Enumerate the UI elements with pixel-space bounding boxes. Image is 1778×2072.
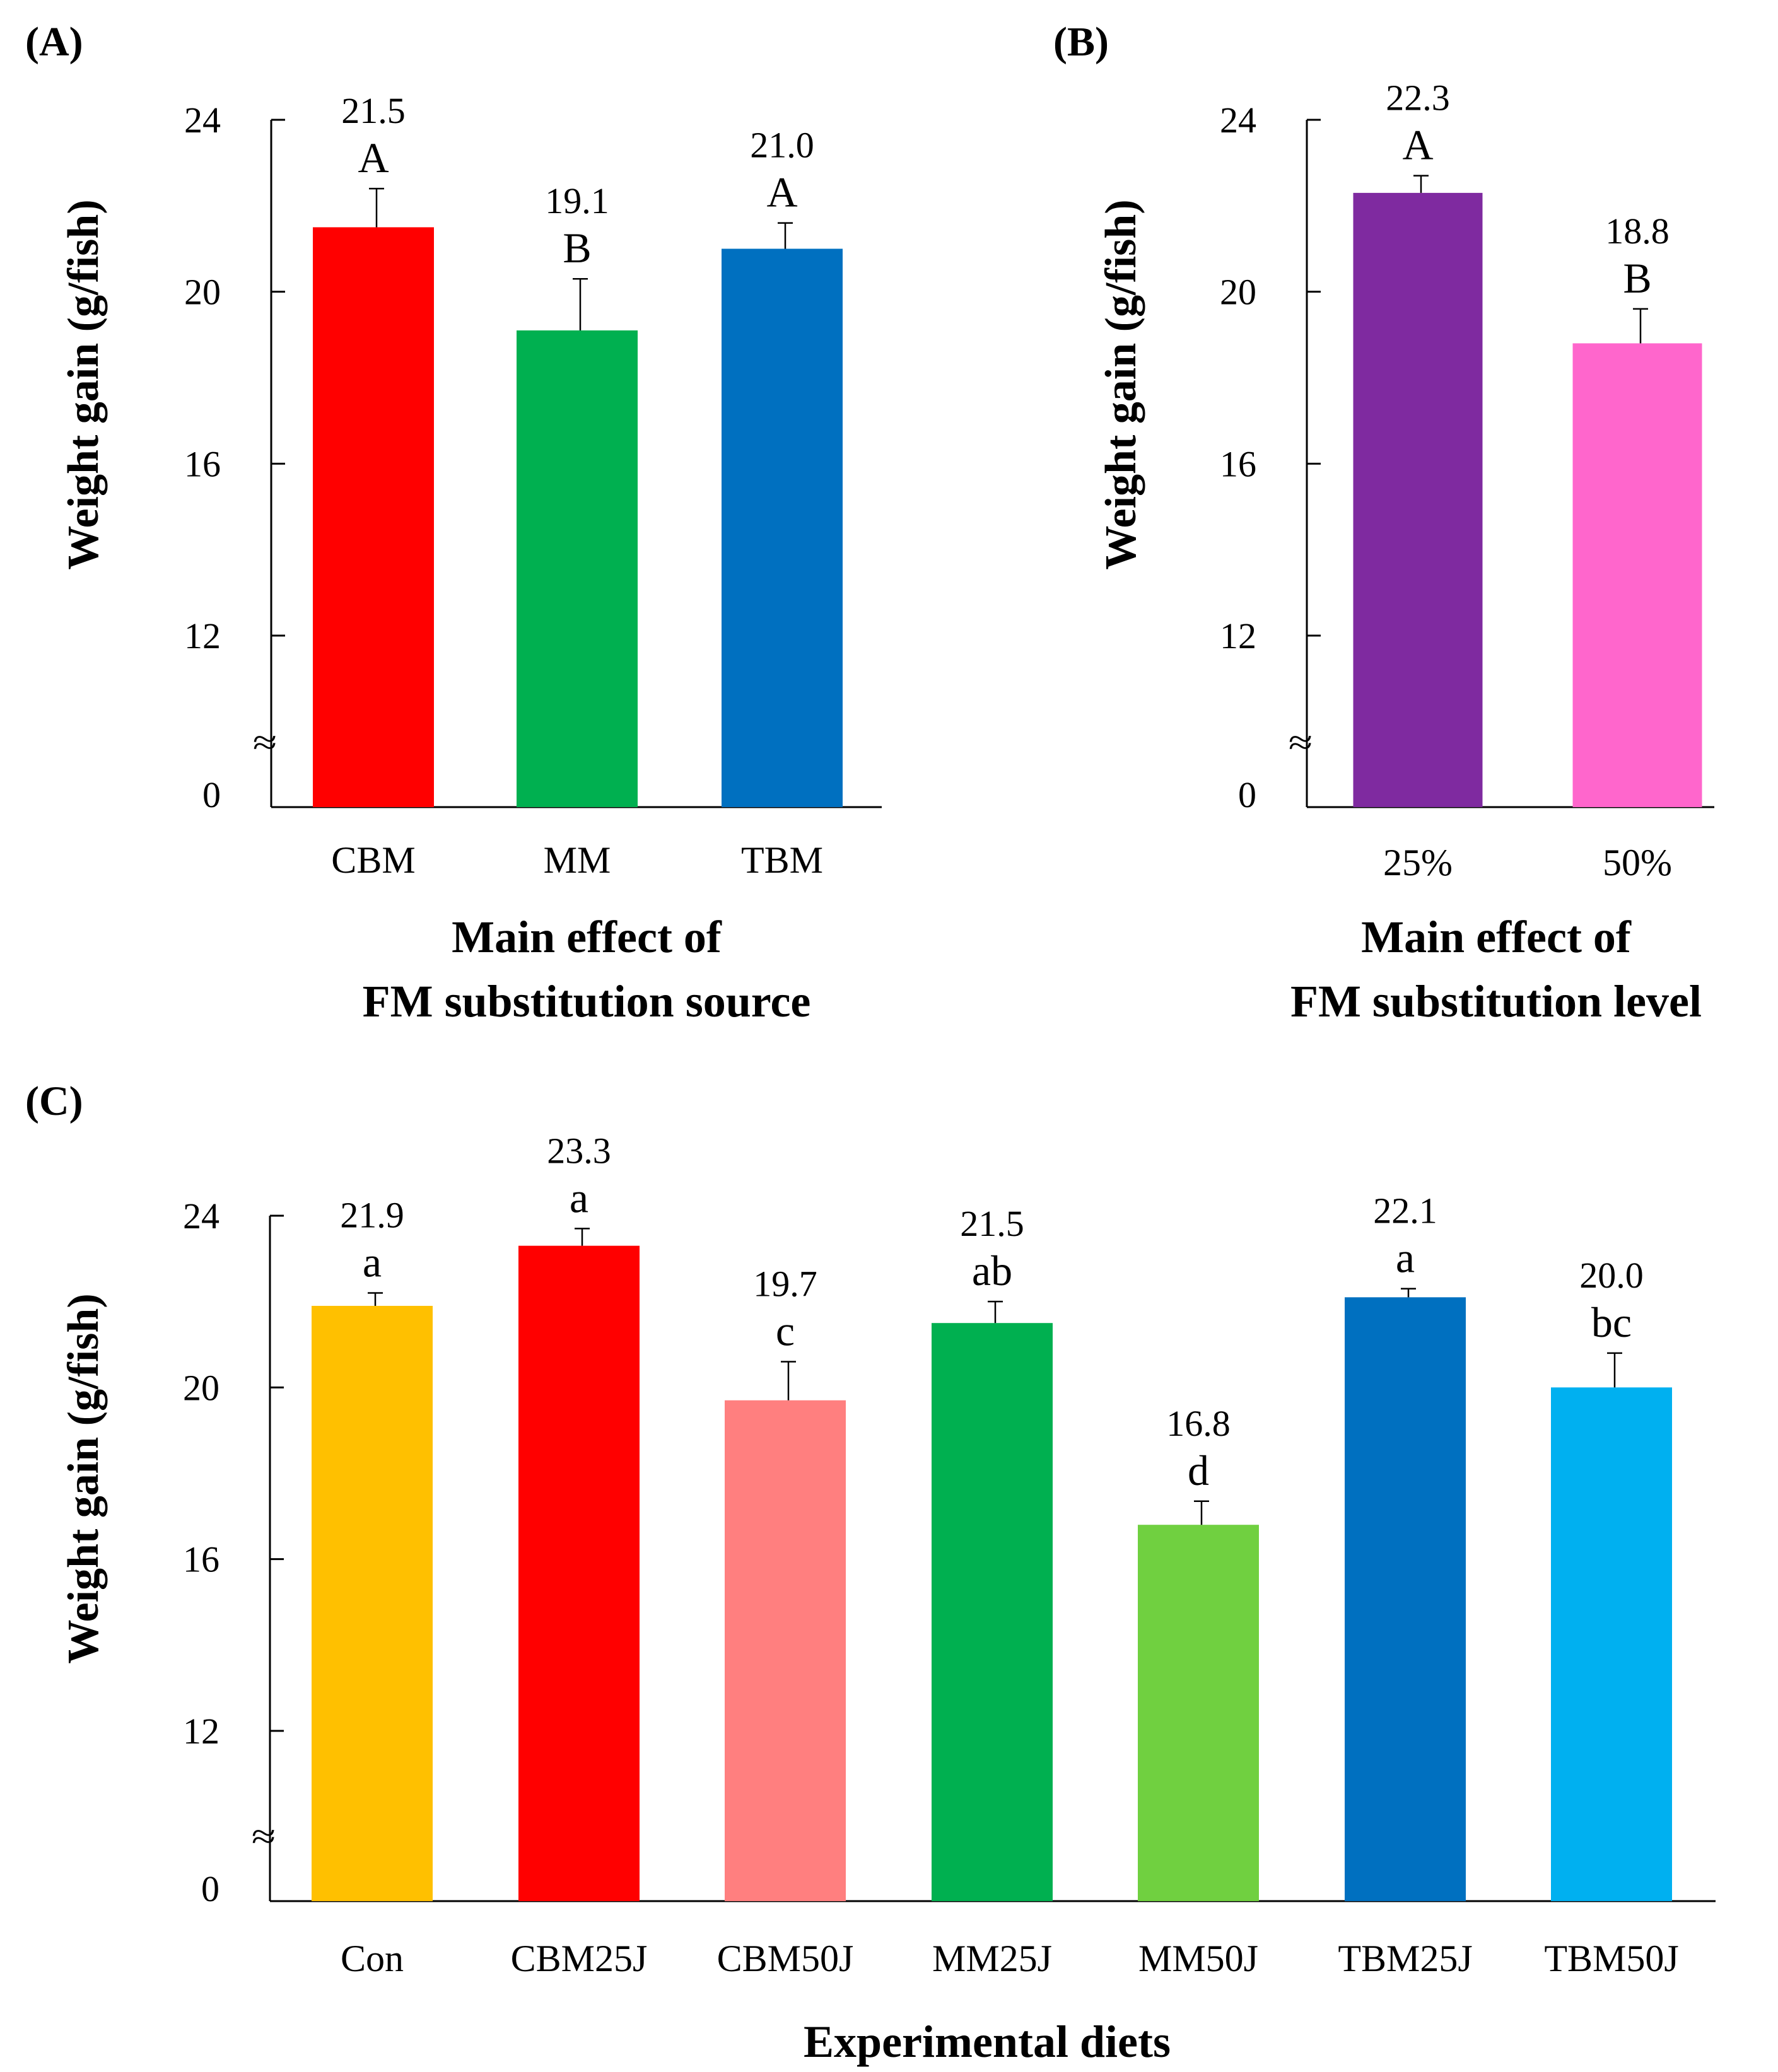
data-label: 22.3 bbox=[1386, 78, 1450, 119]
significance-label: A bbox=[766, 168, 797, 216]
bar bbox=[313, 227, 434, 808]
significance-label: A bbox=[1402, 121, 1433, 169]
x-tick-label: CBM25J bbox=[511, 1938, 648, 1979]
panel-label-c: (C) bbox=[25, 1078, 83, 1124]
axis-break-mark: ≈ bbox=[252, 1817, 276, 1856]
x-axis-title-line-1: Main effect of bbox=[452, 912, 722, 962]
y-tick-label: 12 bbox=[1220, 615, 1256, 656]
x-tick-label: MM25J bbox=[932, 1938, 1052, 1979]
data-label: 21.5 bbox=[341, 90, 406, 131]
y-tick-label: 12 bbox=[183, 1711, 219, 1752]
bar bbox=[1572, 343, 1702, 807]
bar bbox=[518, 1245, 640, 1901]
x-tick-label: Con bbox=[341, 1938, 404, 1979]
significance-label: bc bbox=[1591, 1298, 1632, 1346]
x-tick-label: CBM50J bbox=[717, 1938, 854, 1979]
x-axis-title-line-2: FM substitution source bbox=[363, 976, 811, 1027]
axis-break-mark: ≈ bbox=[253, 723, 277, 762]
x-tick-label: MM bbox=[544, 839, 611, 881]
bar bbox=[517, 330, 638, 807]
data-label: 19.1 bbox=[545, 180, 609, 221]
panel-label-b: (B) bbox=[1053, 19, 1109, 65]
data-label: 21.9 bbox=[340, 1195, 404, 1236]
y-tick-label: 16 bbox=[183, 1539, 219, 1580]
data-label: 18.8 bbox=[1605, 211, 1670, 252]
significance-label: c bbox=[776, 1307, 795, 1354]
y-tick-label: 24 bbox=[184, 100, 221, 141]
y-tick-label: 0 bbox=[201, 1868, 219, 1909]
panel-label-a: (A) bbox=[25, 19, 83, 65]
significance-label: ab bbox=[972, 1247, 1012, 1295]
significance-label: a bbox=[1396, 1234, 1415, 1282]
significance-label: B bbox=[563, 224, 591, 272]
x-tick-label: TBM bbox=[741, 839, 823, 881]
x-axis-title-line-2: FM substitution level bbox=[1290, 976, 1702, 1027]
significance-label: A bbox=[358, 134, 389, 182]
x-tick-label: 50% bbox=[1603, 842, 1672, 883]
bar bbox=[1353, 192, 1483, 808]
data-label: 23.3 bbox=[547, 1130, 611, 1171]
bar bbox=[1138, 1525, 1259, 1901]
x-axis-title-line-1: Main effect of bbox=[1361, 912, 1632, 962]
bar bbox=[312, 1305, 433, 1901]
data-label: 20.0 bbox=[1579, 1255, 1644, 1296]
bars: A22.3 B18.8 bbox=[1353, 78, 1702, 808]
data-label: 16.8 bbox=[1166, 1403, 1231, 1444]
y-tick-label: 24 bbox=[1220, 100, 1256, 141]
y-axis-title: Weight gain (g/fish) bbox=[59, 199, 108, 569]
significance-label: d bbox=[1188, 1446, 1209, 1494]
significance-label: a bbox=[363, 1238, 382, 1286]
x-tick-labels: 25% 50% bbox=[1383, 842, 1672, 883]
bar bbox=[725, 1400, 846, 1901]
y-axis-title: Weight gain (g/fish) bbox=[59, 1293, 108, 1663]
chart-panel-b: 0 12 16 20 24 ≈ A22.3 B18.8 25% 50% Weight gain… bbox=[1097, 78, 1714, 1027]
x-tick-label: TBM25J bbox=[1338, 1938, 1472, 1979]
x-axis-title: Experimental diets bbox=[804, 2017, 1171, 2067]
y-axis-title: Weight gain (g/fish) bbox=[1097, 199, 1145, 569]
y-tick-label: 20 bbox=[1220, 272, 1256, 313]
bar bbox=[932, 1323, 1053, 1901]
data-label: 21.0 bbox=[750, 125, 814, 166]
y-ticks: 0 12 16 20 24 ≈ bbox=[1220, 100, 1714, 815]
y-tick-label: 20 bbox=[184, 272, 221, 313]
data-label: 21.5 bbox=[960, 1203, 1024, 1244]
bar bbox=[722, 248, 843, 807]
y-tick-label: 24 bbox=[183, 1196, 219, 1237]
y-tick-label: 0 bbox=[1238, 774, 1256, 815]
y-tick-label: 0 bbox=[202, 774, 221, 815]
x-tick-label: MM50J bbox=[1138, 1938, 1258, 1979]
significance-label: a bbox=[570, 1173, 588, 1221]
axis-break-mark: ≈ bbox=[1289, 723, 1313, 762]
significance-label: B bbox=[1623, 254, 1651, 302]
x-tick-labels: Con CBM25J CBM50J MM25J MM50J TBM25J TBM50J bbox=[341, 1938, 1679, 1979]
x-tick-labels: CBM MM TBM bbox=[331, 839, 823, 881]
x-tick-label: CBM bbox=[331, 839, 415, 881]
y-tick-label: 16 bbox=[184, 443, 221, 484]
bar bbox=[1551, 1387, 1672, 1901]
bar bbox=[1345, 1297, 1466, 1901]
x-tick-label: TBM50J bbox=[1544, 1938, 1678, 1979]
data-label: 19.7 bbox=[753, 1263, 817, 1304]
x-tick-label: 25% bbox=[1383, 842, 1453, 883]
y-tick-label: 16 bbox=[1220, 443, 1256, 484]
y-tick-label: 12 bbox=[184, 615, 221, 656]
data-label: 22.1 bbox=[1373, 1190, 1437, 1231]
y-tick-label: 20 bbox=[183, 1367, 219, 1408]
